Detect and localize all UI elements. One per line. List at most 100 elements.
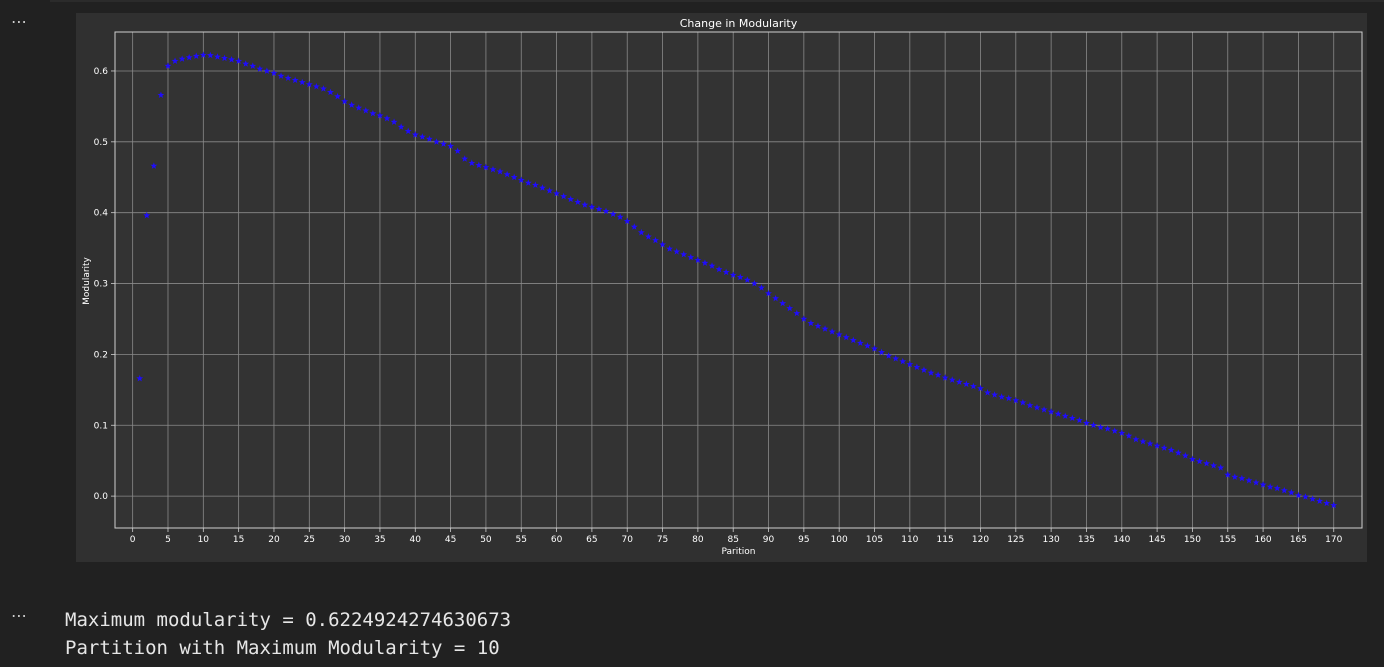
- data-point-star: [856, 339, 864, 346]
- data-point-star: [1005, 394, 1013, 402]
- data-point-star: [920, 366, 928, 373]
- x-tick-label: 145: [1149, 535, 1166, 545]
- data-point-star: [178, 55, 186, 62]
- x-tick-label: 165: [1290, 535, 1307, 545]
- data-point-star: [468, 159, 476, 166]
- data-point-star: [1217, 464, 1225, 471]
- x-tick-label: 10: [198, 535, 210, 545]
- cell-top-border: [50, 0, 1384, 2]
- data-point-star: [864, 342, 871, 349]
- data-point-star: [1104, 425, 1112, 432]
- data-point-star: [1012, 396, 1020, 404]
- data-point-star: [531, 181, 539, 188]
- data-point-star: [242, 60, 250, 67]
- data-point-star: [171, 57, 179, 64]
- data-point-star: [1033, 403, 1041, 411]
- plot-frame: [114, 31, 1363, 529]
- data-point-star: [277, 72, 285, 79]
- y-tick-label: 0.3: [94, 280, 108, 290]
- data-point-star: [376, 112, 384, 119]
- data-point-star: [602, 207, 610, 215]
- x-tick-label: 85: [727, 535, 738, 545]
- data-point-star: [1224, 471, 1232, 478]
- data-point-star: [1231, 473, 1239, 480]
- data-points: [136, 51, 1338, 509]
- data-point-star: [454, 147, 462, 154]
- y-tick-label: 0.2: [94, 350, 108, 360]
- data-point-star: [977, 384, 984, 392]
- data-point-star: [546, 187, 553, 194]
- x-tick-label: 45: [445, 535, 456, 545]
- data-point-star: [256, 65, 264, 72]
- data-point-star: [482, 163, 490, 171]
- data-point-star: [630, 223, 638, 230]
- data-point-star: [284, 74, 292, 81]
- data-point-star: [743, 276, 751, 283]
- x-tick-label: 110: [901, 535, 918, 545]
- data-point-star: [341, 97, 349, 105]
- data-point-star: [1054, 410, 1062, 417]
- data-point-star: [411, 131, 419, 138]
- data-point-star: [1090, 421, 1097, 429]
- x-axis-label: Parition: [722, 547, 756, 557]
- data-point-star: [637, 228, 645, 236]
- chart-figure: 0 5 10 15 20 25 30 35 40 45 50 55 60 65 70 75 80 85 90 95 10…: [76, 13, 1367, 562]
- data-point-star: [750, 279, 758, 287]
- data-point-star: [652, 236, 659, 244]
- x-tick-label: 105: [866, 535, 883, 545]
- data-point-star: [1083, 419, 1090, 427]
- data-point-star: [369, 109, 377, 117]
- data-point-star: [758, 284, 765, 291]
- data-point-star: [1181, 452, 1189, 459]
- axis-ticks: 0 5 10 15 20 25 30 35 40 45 50 55 60 65 70 75 80 85 90 95 10…: [94, 67, 1343, 545]
- x-tick-label: 25: [304, 535, 315, 545]
- data-point-star: [1019, 398, 1027, 406]
- data-point-star: [574, 198, 582, 205]
- data-point-star: [1047, 408, 1055, 415]
- data-point-star: [1287, 488, 1295, 496]
- output-line-partition: Partition with Maximum Modularity = 10: [65, 637, 500, 659]
- y-axis-label: Modularity: [82, 256, 92, 304]
- data-point-star: [927, 369, 935, 376]
- x-tick-label: 125: [1007, 535, 1024, 545]
- data-point-star: [941, 374, 949, 381]
- data-point-star: [807, 319, 815, 327]
- x-tick-label: 80: [692, 535, 704, 545]
- stdout-output: Maximum modularity = 0.6224924274630673 P…: [65, 606, 511, 662]
- cell-output-menu-icon[interactable]: ⋯: [11, 12, 28, 31]
- data-point-star: [708, 262, 716, 269]
- data-point-star: [701, 259, 709, 266]
- data-point-star: [1097, 423, 1105, 431]
- data-point-star: [1210, 462, 1218, 469]
- x-tick-label: 130: [1043, 535, 1060, 545]
- data-point-star: [913, 363, 921, 371]
- x-tick-label: 70: [621, 535, 633, 545]
- data-point-star: [489, 165, 497, 173]
- data-point-star: [475, 161, 483, 169]
- data-point-star: [567, 195, 575, 203]
- x-tick-label: 95: [798, 535, 809, 545]
- x-tick-label: 150: [1184, 535, 1201, 545]
- data-point-star: [906, 360, 914, 368]
- data-point-star: [503, 170, 511, 178]
- data-point-star: [1203, 459, 1210, 467]
- data-point-star: [588, 203, 596, 210]
- cell-output-menu-icon[interactable]: ⋯: [11, 606, 28, 625]
- data-point-star: [673, 248, 681, 255]
- data-point-star: [984, 389, 991, 396]
- x-tick-label: 140: [1113, 535, 1130, 545]
- data-point-star: [433, 138, 440, 145]
- x-tick-label: 35: [374, 535, 385, 545]
- x-tick-label: 55: [516, 535, 527, 545]
- chart-title: Change in Modularity: [680, 17, 798, 30]
- x-tick-label: 170: [1325, 535, 1342, 545]
- data-point-star: [962, 380, 970, 388]
- data-point-star: [659, 240, 666, 248]
- data-point-star: [1302, 493, 1309, 500]
- data-point-star: [263, 67, 271, 74]
- data-point-star: [1111, 427, 1119, 434]
- data-point-star: [305, 80, 313, 88]
- data-point-star: [320, 85, 327, 92]
- data-point-star: [892, 355, 900, 362]
- data-point-star: [270, 69, 278, 77]
